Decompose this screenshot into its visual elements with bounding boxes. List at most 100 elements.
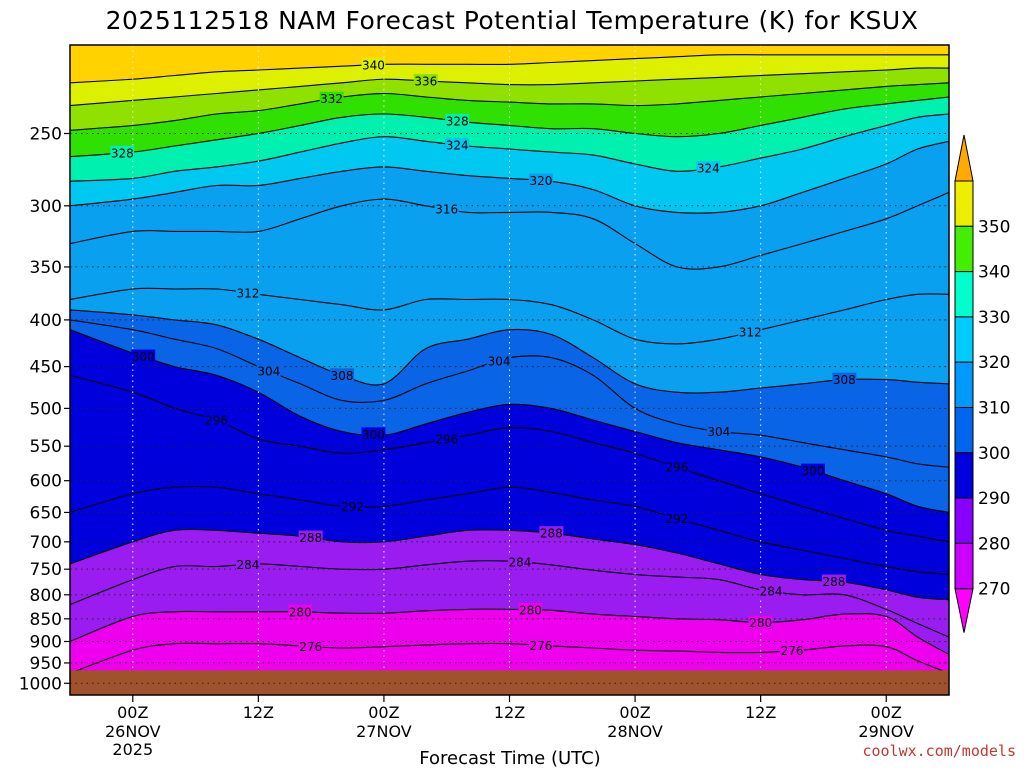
contour-label: 292: [664, 511, 689, 526]
contour-label-text: 304: [488, 355, 511, 369]
x-tick-label: 12Z: [243, 703, 274, 722]
contour-label-bg: [539, 526, 564, 541]
contour-label-bg: [445, 114, 470, 129]
contour-line: [70, 309, 949, 394]
ground-fill: [70, 670, 949, 695]
contour-label: 296: [434, 431, 459, 446]
contour-label-text: 280: [289, 605, 312, 619]
contour-label-bg: [434, 202, 459, 217]
plot-area: 340 336 332 328 324 324 328 316 320 312 308 304 312 3…: [69, 44, 950, 696]
colorbar-arrow-top: [954, 134, 974, 182]
contour-label-bg: [696, 161, 721, 176]
contour-label-text: 324: [446, 138, 469, 152]
y-tick-label: 250: [30, 124, 62, 144]
colorbar-label: 270: [978, 580, 1010, 600]
contour-label: 300: [131, 349, 156, 364]
contour-label: 336: [413, 73, 438, 88]
y-tick-label: 750: [30, 560, 62, 580]
colorbar-segment: [954, 407, 974, 454]
contour-line: [70, 54, 949, 84]
contour-label-bg: [487, 354, 512, 369]
colorbar-label: 300: [978, 444, 1010, 464]
contour-label-text: 280: [519, 603, 542, 617]
contour-label-bg: [235, 557, 260, 572]
contour-line: [70, 642, 949, 674]
contour-label-bg: [434, 431, 459, 446]
y-tick-label: 950: [30, 654, 62, 674]
colorbar-segment: [954, 180, 974, 227]
contour-label-text: 324: [697, 162, 720, 176]
x-tick-date: 27NOV: [356, 722, 412, 741]
contour-label: 292: [340, 499, 365, 514]
y-tick-label: 600: [30, 472, 62, 492]
contour-label: 284: [235, 557, 260, 572]
contour-label: 324: [445, 137, 470, 152]
colorbar-segment: [954, 225, 974, 273]
contour-label-bg: [330, 368, 355, 383]
x-tick-label: 00Z: [117, 703, 148, 722]
contour-label-bg: [664, 460, 689, 475]
contour-label-bg: [413, 73, 438, 88]
x-tick-date: 28NOV: [607, 722, 663, 741]
contour-line: [70, 191, 949, 270]
colorbar-arrow-bottom: [954, 588, 974, 633]
colorbar-label: 290: [978, 489, 1010, 509]
contour-label-text: 292: [341, 500, 364, 514]
contour-label-bg: [110, 145, 135, 160]
contour-label-bg: [235, 285, 260, 300]
contour-label-bg: [361, 427, 386, 442]
contour-label-bg: [288, 604, 313, 619]
contour-label-text: 296: [665, 461, 688, 475]
contour-label-bg: [256, 363, 281, 378]
colorbar-label: 330: [978, 308, 1010, 328]
contour-label-text: 288: [540, 527, 563, 541]
y-axis: 2503003504004505005506006507007508008509…: [19, 124, 70, 694]
y-tick-label: 1000: [19, 674, 62, 694]
colorbar: 270 280 290 300 310 320 330 340 350: [954, 134, 1010, 633]
colorbar-segment: [954, 271, 974, 318]
contour-label-bg: [832, 372, 857, 387]
contour-label-bg: [748, 615, 773, 630]
contour-label: 328: [445, 114, 470, 129]
contour-label: 324: [696, 161, 721, 176]
contour-label-text: 292: [665, 512, 688, 526]
contour-label-bg: [298, 530, 323, 545]
contour-label-bg: [445, 137, 470, 152]
contour-label-text: 308: [331, 369, 354, 383]
contour-label: 316: [434, 202, 459, 217]
contour-label-text: 284: [760, 585, 783, 599]
contour-label: 300: [800, 463, 825, 478]
contour-line: [70, 113, 949, 182]
contour-label-text: 288: [299, 531, 322, 545]
x-tick-label: 00Z: [619, 703, 650, 722]
contour-label-text: 276: [299, 640, 322, 654]
contour-label-bg: [518, 602, 543, 617]
y-tick-label: 300: [30, 197, 62, 217]
contour-label-text: 280: [749, 616, 772, 630]
colorbar-label: 310: [978, 399, 1010, 419]
contour-label: 276: [528, 638, 553, 653]
x-tick-date: 26NOV: [105, 722, 161, 741]
contour-label: 320: [528, 173, 553, 188]
y-tick-label: 700: [30, 533, 62, 553]
contour-label-text: 300: [132, 350, 155, 364]
contour-label-bg: [204, 413, 229, 428]
contour-label-bg: [528, 173, 553, 188]
contour-label-text: 316: [435, 203, 458, 217]
x-tick-year: 2025: [112, 740, 153, 759]
contour-label-text: 276: [529, 639, 552, 653]
contour-label-text: 336: [414, 74, 437, 88]
contour-line: [70, 485, 949, 575]
contour-line: [70, 319, 949, 468]
contour-label: 304: [256, 363, 281, 378]
contour-label-text: 312: [236, 286, 259, 300]
contour-label-text: 304: [707, 425, 730, 439]
x-tick-label: 00Z: [368, 703, 399, 722]
contour-label: 280: [748, 615, 773, 630]
y-tick-label: 800: [30, 586, 62, 606]
contour-label: 288: [539, 526, 564, 541]
contour-label: 312: [738, 325, 763, 340]
contour-label-bg: [664, 511, 689, 526]
contour-label: 308: [832, 372, 857, 387]
